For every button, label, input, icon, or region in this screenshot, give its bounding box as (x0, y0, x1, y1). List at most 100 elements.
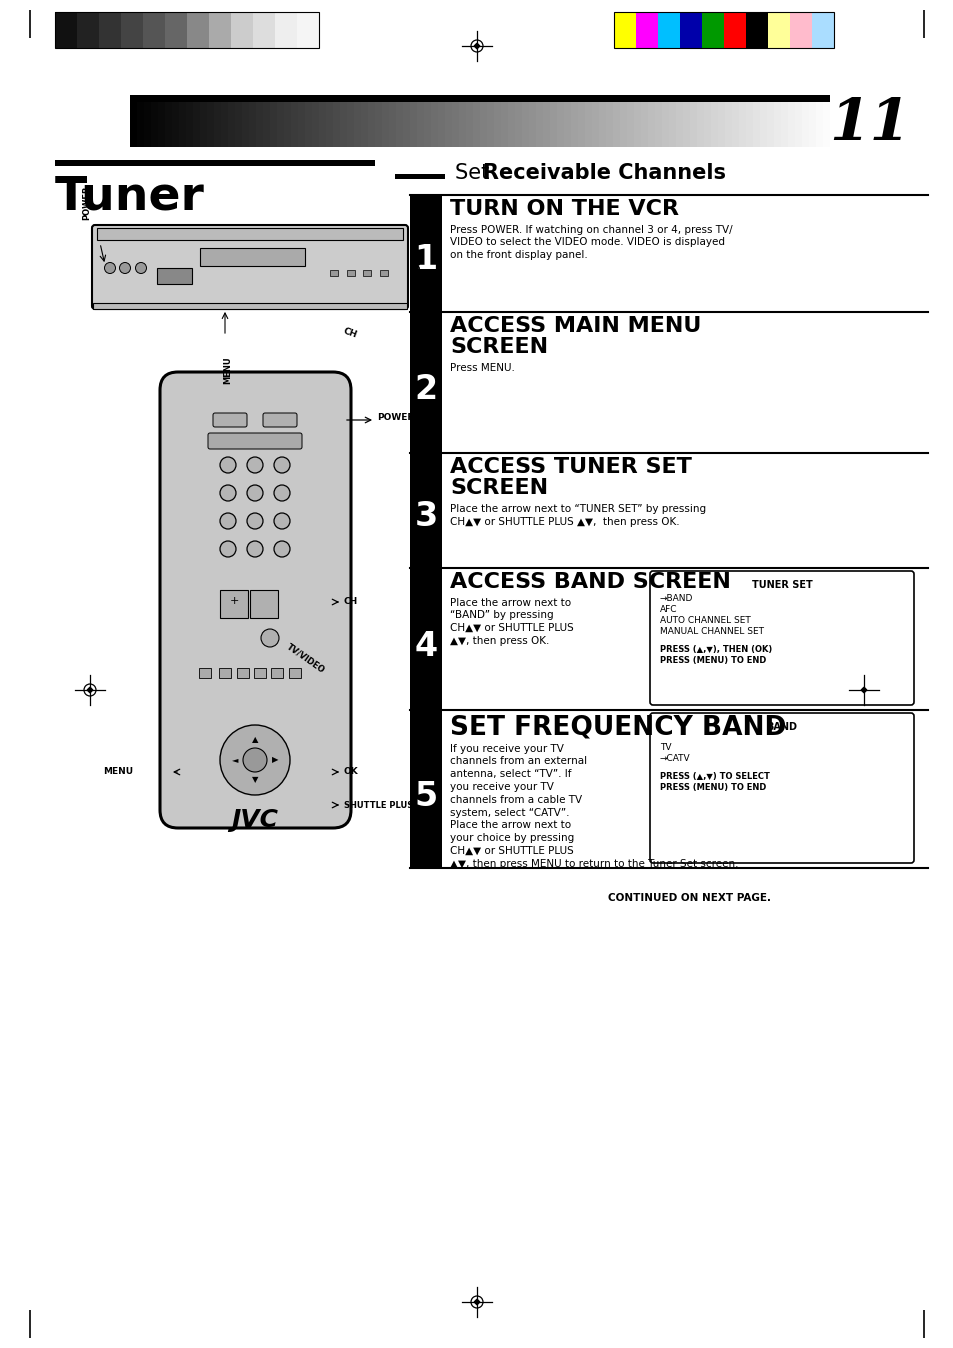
Text: TV: TV (659, 743, 671, 752)
Bar (200, 94, 208, 147)
Bar (658, 12, 679, 49)
Text: MENU: MENU (103, 767, 132, 776)
Text: 2: 2 (414, 373, 437, 406)
Circle shape (274, 514, 290, 528)
Bar (221, 94, 229, 147)
Text: 4: 4 (414, 630, 437, 663)
Bar (165, 94, 172, 147)
Bar (228, 94, 235, 147)
Text: ACCESS BAND SCREEN: ACCESS BAND SCREEN (450, 572, 730, 592)
Bar (739, 94, 745, 147)
Bar (234, 94, 242, 147)
Bar (271, 669, 283, 678)
Bar (479, 94, 487, 147)
Text: CH: CH (341, 326, 358, 340)
Text: +: + (229, 596, 238, 607)
Bar (423, 94, 431, 147)
Text: 11: 11 (828, 96, 909, 152)
Bar (592, 94, 598, 147)
Bar (199, 669, 211, 678)
Bar (724, 94, 732, 147)
Bar (640, 94, 648, 147)
Text: AUTO CHANNEL SET: AUTO CHANNEL SET (659, 616, 750, 625)
Bar (767, 12, 789, 49)
Bar (773, 94, 781, 147)
Circle shape (274, 541, 290, 557)
Bar (550, 94, 557, 147)
Bar (578, 94, 585, 147)
Text: TURN ON THE VCR: TURN ON THE VCR (450, 200, 679, 218)
Text: AFC: AFC (659, 605, 677, 613)
Bar (668, 94, 676, 147)
Bar (789, 12, 811, 49)
Text: Place the arrow next to
“BAND” by pressing
CH▲▼ or SHUTTLE PLUS
▲▼, then press O: Place the arrow next to “BAND” by pressi… (450, 597, 573, 646)
Circle shape (135, 263, 147, 274)
Circle shape (119, 263, 131, 274)
Text: OK: OK (344, 767, 358, 776)
Bar (158, 94, 165, 147)
Bar (330, 270, 337, 276)
Text: PRESS (▲,▼), THEN (OK): PRESS (▲,▼), THEN (OK) (659, 644, 771, 654)
Bar (718, 94, 724, 147)
Circle shape (274, 485, 290, 501)
Bar (444, 94, 452, 147)
Bar (297, 94, 305, 147)
Circle shape (220, 485, 235, 501)
Bar (55, 12, 77, 49)
Bar (794, 94, 801, 147)
Polygon shape (87, 687, 92, 693)
Bar (375, 94, 382, 147)
Bar (165, 12, 187, 49)
Text: Press MENU.: Press MENU. (450, 363, 515, 373)
Circle shape (220, 514, 235, 528)
Bar (242, 94, 250, 147)
Circle shape (261, 630, 278, 647)
Bar (347, 94, 355, 147)
Text: SHUTTLE PLUS: SHUTTLE PLUS (344, 801, 413, 810)
Text: BAND: BAND (765, 723, 797, 732)
Bar (219, 669, 231, 678)
Bar (193, 94, 200, 147)
Text: ACCESS TUNER SET
SCREEN: ACCESS TUNER SET SCREEN (450, 457, 691, 497)
Circle shape (247, 485, 263, 501)
Bar (486, 94, 494, 147)
Text: PRESS (▲,▼) TO SELECT: PRESS (▲,▼) TO SELECT (659, 772, 769, 780)
Bar (689, 94, 697, 147)
Text: ▼: ▼ (252, 775, 258, 785)
Bar (731, 94, 739, 147)
Bar (701, 12, 723, 49)
Bar (745, 12, 767, 49)
Text: CONTINUED ON NEXT PAGE.: CONTINUED ON NEXT PAGE. (608, 892, 771, 903)
Bar (811, 12, 833, 49)
Bar (318, 94, 326, 147)
Text: Receivable Channels: Receivable Channels (482, 163, 725, 183)
Bar (536, 94, 543, 147)
Bar (274, 12, 296, 49)
FancyBboxPatch shape (208, 433, 302, 449)
Bar (130, 94, 829, 102)
Bar (781, 94, 788, 147)
Bar (360, 94, 368, 147)
Bar (255, 94, 263, 147)
Text: Set: Set (455, 163, 496, 183)
Bar (431, 94, 438, 147)
Circle shape (220, 541, 235, 557)
Bar (614, 12, 833, 49)
Bar (703, 94, 711, 147)
Circle shape (247, 541, 263, 557)
Text: ▲: ▲ (252, 736, 258, 744)
Text: OK: OK (413, 257, 422, 271)
Bar (679, 12, 701, 49)
Bar (389, 94, 396, 147)
Bar (55, 160, 375, 166)
Bar (187, 12, 209, 49)
Bar (368, 94, 375, 147)
Bar (822, 94, 830, 147)
Bar (395, 94, 403, 147)
Circle shape (247, 457, 263, 473)
Bar (186, 94, 193, 147)
Bar (270, 94, 277, 147)
Bar (92, 303, 407, 309)
Text: ◄: ◄ (232, 755, 238, 764)
Text: ACCESS MAIN MENU
SCREEN: ACCESS MAIN MENU SCREEN (450, 315, 700, 357)
